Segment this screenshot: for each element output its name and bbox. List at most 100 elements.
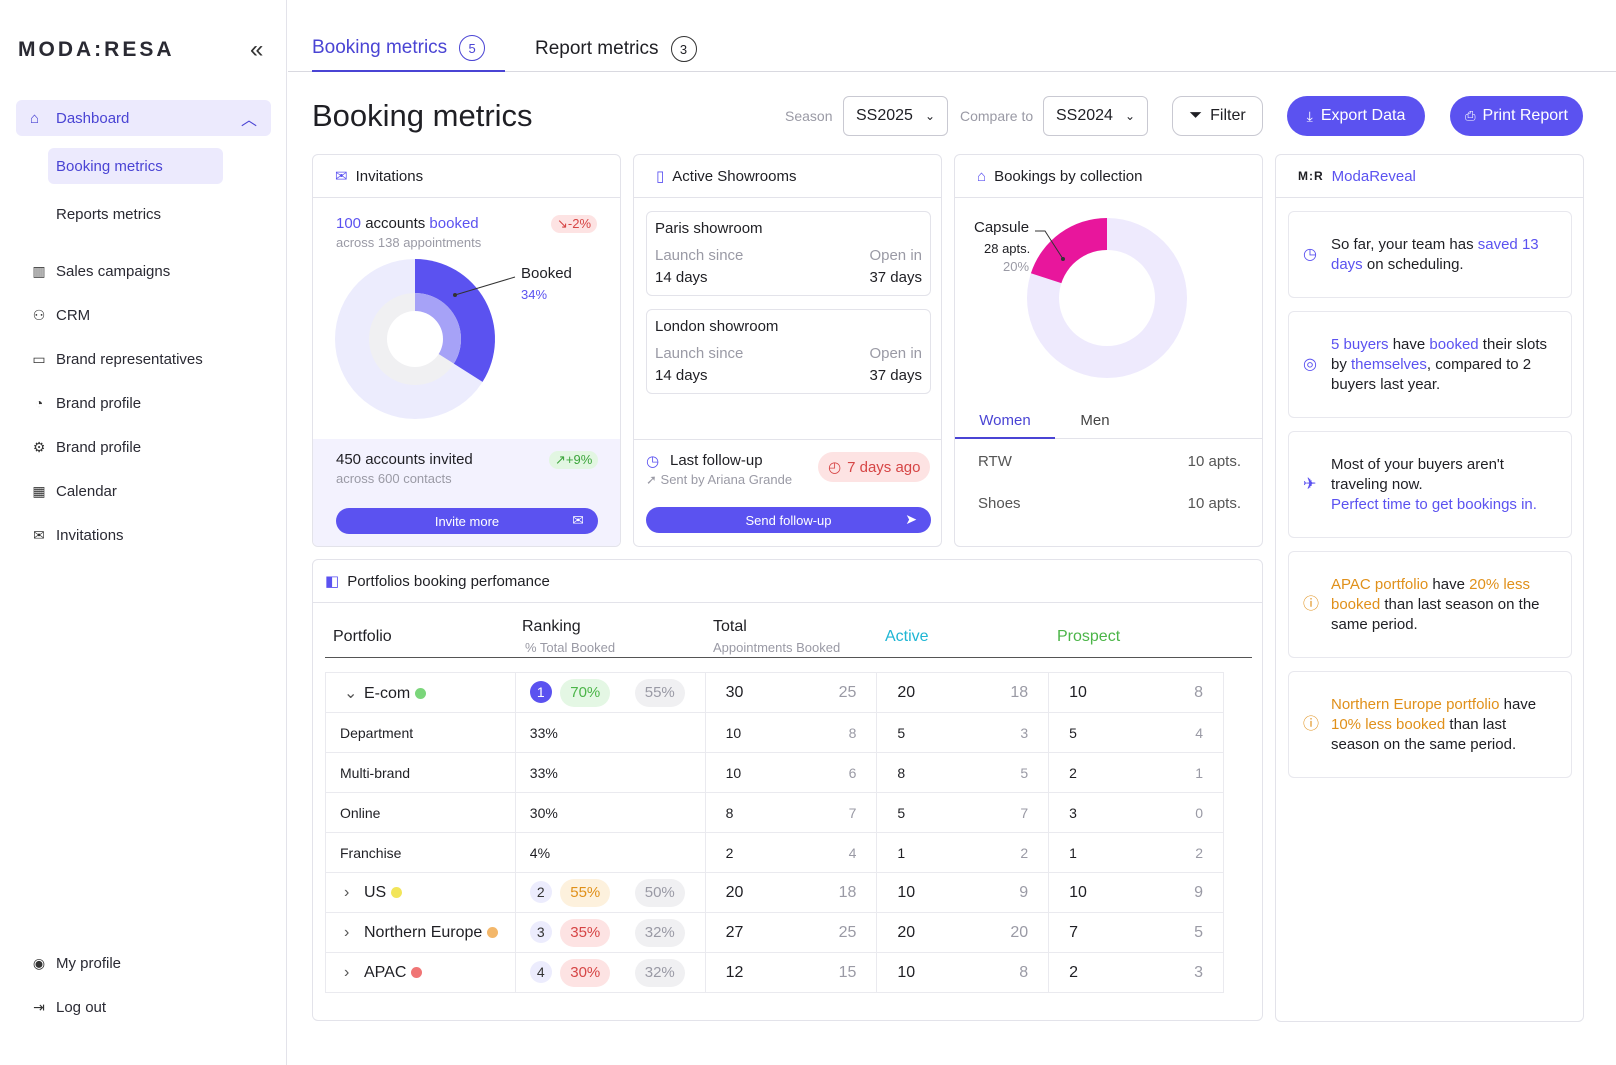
expand-chevron-icon[interactable]: › bbox=[344, 963, 350, 981]
collection-row-rtw: RTW 10 apts. bbox=[978, 453, 1241, 470]
sidebar-item-brand-profile[interactable]: ◔ Brand profile bbox=[30, 388, 141, 418]
sidebar-item-label: Sales campaigns bbox=[56, 262, 171, 280]
prospect-prev-value: 8 bbox=[1134, 672, 1224, 713]
showroom-values: 14 days 37 days bbox=[655, 267, 922, 289]
mail-icon: ✉ bbox=[572, 512, 584, 528]
prev-pct-badge: 32% bbox=[634, 958, 685, 987]
invited-sub: across 600 contacts bbox=[336, 471, 452, 486]
season-label: Season bbox=[785, 108, 833, 124]
prospect-prev-value: 9 bbox=[1134, 872, 1224, 913]
season-select[interactable]: SS2025 ⌄ bbox=[843, 96, 948, 136]
timer-icon: ◴ bbox=[828, 459, 842, 476]
portfolio-name: US bbox=[364, 883, 387, 901]
sidebar-item-crm[interactable]: ⚇ CRM bbox=[30, 300, 90, 330]
card-title: Invitations bbox=[355, 167, 424, 185]
tab-women[interactable]: Women bbox=[955, 409, 1055, 439]
sidebar-item-calendar[interactable]: ▦ Calendar bbox=[30, 476, 117, 506]
portfolio-name: APAC bbox=[364, 963, 407, 981]
invite-more-button[interactable]: Invite more ✉ bbox=[336, 508, 598, 534]
capsule-apts: 28 apts. bbox=[984, 241, 1031, 256]
card-title: ModaReveal bbox=[1331, 167, 1416, 185]
tab-count-badge: 5 bbox=[459, 35, 486, 61]
showroom-london[interactable]: London showroom Launch since Open in 14 … bbox=[646, 309, 931, 394]
sidebar-item-sales-campaigns[interactable]: ▥ Sales campaigns bbox=[30, 256, 170, 286]
total-value: 30 bbox=[704, 672, 791, 713]
card-title: Bookings by collection bbox=[994, 167, 1143, 185]
total-value: 20 bbox=[704, 872, 791, 913]
sidebar-item-label: CRM bbox=[56, 306, 91, 324]
chevron-up-icon[interactable]: ︿ bbox=[240, 112, 257, 129]
print-report-button[interactable]: ⎙ Print Report bbox=[1450, 96, 1583, 136]
export-data-button[interactable]: ⤓ Export Data bbox=[1287, 96, 1425, 136]
prospect-value: 5 bbox=[1048, 712, 1135, 753]
expand-chevron-icon[interactable]: › bbox=[344, 883, 350, 901]
capsule-pct: 20% bbox=[1003, 259, 1030, 274]
filter-button[interactable]: ⏷ Filter bbox=[1172, 96, 1263, 136]
collapse-sidebar-icon[interactable]: « bbox=[250, 36, 264, 63]
gear-icon: ⚙ bbox=[32, 438, 46, 455]
tab-label: Report metrics bbox=[535, 38, 659, 59]
header-active: Active bbox=[885, 628, 929, 645]
table-row-group[interactable]: › APAC 4 30% 32% 12 15 10 8 2 3 bbox=[325, 952, 1224, 993]
donut-label: Booked bbox=[521, 265, 572, 282]
pct-booked: 4% bbox=[515, 832, 706, 873]
active-prev-value: 9 bbox=[962, 872, 1050, 913]
showrooms-card: ▯ Active Showrooms Paris showroom Launch… bbox=[633, 154, 942, 547]
label-leader-dot bbox=[453, 293, 457, 297]
tab-report-metrics[interactable]: Report metrics 3 bbox=[535, 34, 697, 72]
sidebar-item-invitations[interactable]: ✉ Invitations bbox=[30, 520, 123, 550]
collection-tabs: Women Men bbox=[955, 409, 1262, 439]
tab-label: Booking metrics bbox=[312, 37, 448, 58]
prev-pct-badge: 50% bbox=[634, 878, 685, 907]
active-prev-value: 3 bbox=[962, 712, 1050, 753]
tab-booking-metrics[interactable]: Booking metrics 5 bbox=[312, 34, 506, 72]
briefcase-icon: ▭ bbox=[32, 350, 46, 367]
sidebar-item-dashboard[interactable]: ⌂ Dashboard ︿ bbox=[16, 100, 271, 136]
mail-icon: ✉ bbox=[335, 168, 348, 185]
chevron-down-icon: ⌄ bbox=[924, 109, 935, 123]
prospect-value: 3 bbox=[1048, 792, 1135, 833]
portfolio-table: ⌄ E-com 1 70% 55% 30 25 20 18 10 8 Department 33%… bbox=[325, 672, 1224, 993]
insight-apac: ⓘ APAC portfolio have 20% less booked th… bbox=[1288, 551, 1572, 658]
total-prev-value: 25 bbox=[790, 672, 878, 713]
sidebar-item-label: Log out bbox=[56, 998, 107, 1016]
showroom-paris[interactable]: Paris showroom Launch since Open in 14 d… bbox=[646, 211, 931, 296]
prev-pct-badge: 55% bbox=[634, 678, 685, 707]
sidebar-item-log-out[interactable]: ⇥ Log out bbox=[30, 992, 106, 1022]
sidebar-subitem-booking-metrics[interactable]: Booking metrics bbox=[48, 148, 223, 184]
portfolio-name: E-com bbox=[364, 684, 411, 702]
modareveal-card: M:R ModaReveal ◷ So far, your team has s… bbox=[1275, 154, 1584, 1022]
total-value: 10 bbox=[704, 752, 791, 793]
booked-trend-badge: ↘-2% bbox=[551, 215, 598, 233]
table-row-group[interactable]: › US 2 55% 50% 20 18 10 9 10 9 bbox=[325, 872, 1224, 913]
header-prospect: Prospect bbox=[1057, 628, 1121, 645]
sidebar-item-brand-representatives[interactable]: ▭ Brand representatives bbox=[30, 344, 202, 374]
card-title: Portfolios booking perfomance bbox=[347, 572, 550, 590]
insight-text: So far, your team has saved 13 days on s… bbox=[1331, 235, 1539, 273]
sidebar-subitem-reports-metrics[interactable]: Reports metrics bbox=[56, 205, 162, 223]
compare-label: Compare to bbox=[960, 108, 1034, 124]
printer-icon: ⎙ bbox=[1465, 108, 1476, 123]
expand-chevron-icon[interactable]: › bbox=[344, 923, 350, 941]
launch-label: Launch since bbox=[655, 345, 744, 362]
compare-select[interactable]: SS2024 ⌄ bbox=[1043, 96, 1148, 136]
tab-count-badge: 3 bbox=[670, 36, 697, 62]
table-row-group[interactable]: ⌄ E-com 1 70% 55% 30 25 20 18 10 8 bbox=[325, 672, 1224, 713]
table-row: Multi-brand 33% 10 6 8 5 2 1 bbox=[325, 752, 1224, 793]
sidebar-item-brand-profile-settings[interactable]: ⚙ Brand profile bbox=[30, 432, 141, 462]
total-prev-value: 18 bbox=[790, 872, 878, 913]
tab-men[interactable]: Men bbox=[1080, 412, 1110, 429]
booked-word: booked bbox=[429, 215, 479, 232]
prospect-prev-value: 0 bbox=[1134, 792, 1224, 833]
pie-chart-icon: ◔ bbox=[34, 395, 44, 411]
send-follow-up-button[interactable]: Send follow-up ➤ bbox=[646, 507, 931, 533]
invite-more-label: Invite more bbox=[434, 513, 500, 529]
table-row-group[interactable]: › Northern Europe 3 35% 32% 27 25 20 20 7 5 bbox=[325, 912, 1224, 953]
open-label: Open in bbox=[869, 247, 922, 264]
sidebar-item-my-profile[interactable]: ◉ My profile bbox=[30, 948, 121, 978]
expand-chevron-icon[interactable]: ⌄ bbox=[344, 684, 358, 702]
calendar-icon: ▦ bbox=[32, 482, 46, 499]
prospect-value: 7 bbox=[1048, 912, 1135, 953]
total-value: 2 bbox=[704, 832, 791, 873]
